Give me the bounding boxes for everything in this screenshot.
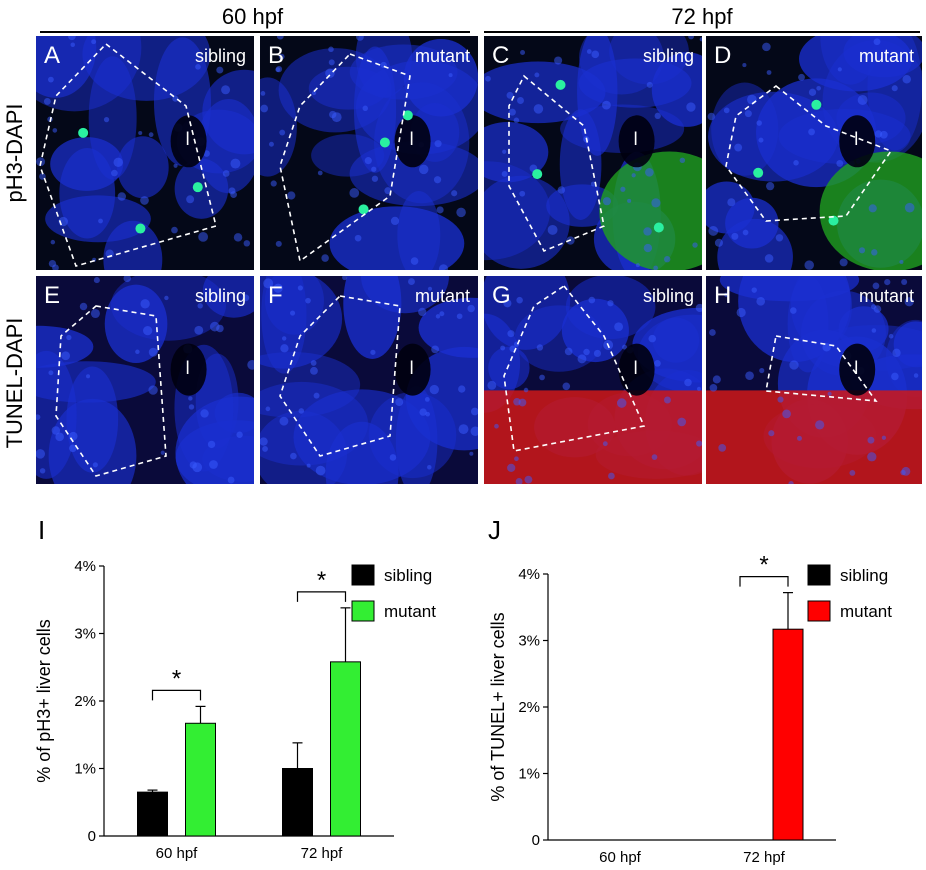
panel-letter: B (268, 42, 285, 69)
liver-outline (279, 295, 401, 457)
header-60hpf-line (40, 31, 470, 33)
y-tick-label: 1% (74, 761, 96, 778)
bar-sibling (282, 768, 313, 837)
panel-letter: D (714, 42, 732, 69)
legend-label: mutant (384, 602, 436, 621)
lumen-label: l (633, 129, 638, 150)
y-tick-label: 0 (532, 832, 540, 849)
x-tick-label: 60 hpf (156, 845, 199, 862)
lumen-label: l (854, 357, 859, 378)
micrograph-image (484, 276, 702, 484)
y-tick-label: 4% (518, 566, 540, 583)
lumen-label: l (185, 129, 190, 150)
panel-condition-label: mutant (858, 286, 914, 306)
micrograph-image (36, 36, 254, 270)
legend-label: sibling (840, 566, 888, 585)
y-tick-label: 0 (88, 828, 96, 845)
liver-outline (55, 305, 167, 477)
header-72hpf-line (484, 31, 920, 33)
micrograph-image (484, 36, 702, 270)
lumen-label: l (409, 357, 414, 378)
panel-letter: A (44, 42, 61, 69)
legend-swatch-sibling (807, 564, 831, 586)
chart-letter-I: I (38, 515, 46, 545)
x-tick-label: 60 hpf (599, 849, 642, 866)
panel-letter: H (714, 282, 732, 309)
bar-mutant (330, 661, 361, 837)
micrograph-image (260, 276, 478, 484)
legend-label: sibling (384, 566, 432, 585)
micrograph-image (706, 276, 922, 484)
bar-mutant (772, 628, 804, 841)
chart-tunel: 0 1% 2% 3% 4% % of TUNEL+ liver cells 60 hpf 72… (488, 552, 892, 866)
y-tick-label: 2% (518, 699, 540, 716)
significance-bracket (296, 591, 347, 602)
significance-bracket (151, 689, 202, 701)
bar-sibling (137, 791, 168, 837)
liver-outline (765, 335, 878, 402)
x-tick-label: 72 hpf (301, 845, 344, 862)
liver-outline (279, 53, 411, 263)
chart-letter-J: J (488, 515, 501, 545)
panel-condition-label: sibling (194, 46, 246, 66)
micrograph-image (260, 36, 478, 270)
y-tick-label: 3% (518, 633, 540, 650)
significance-marker: * (317, 567, 326, 594)
panel-letter: F (268, 282, 283, 309)
row-label-tunel: TUNEL-DAPI (2, 317, 27, 449)
micrograph-image (706, 36, 922, 270)
micrograph-image (36, 276, 254, 484)
significance-marker: * (759, 552, 768, 579)
lumen-label: l (409, 129, 414, 150)
header-60hpf: 60 hpf (221, 4, 284, 29)
panel-condition-label: sibling (194, 286, 246, 306)
y-axis-label: % of TUNEL+ liver cells (488, 612, 508, 801)
y-tick-label: 3% (74, 626, 96, 643)
lumen-label: l (185, 357, 190, 378)
lumen-label: l (854, 129, 859, 150)
panel-letter: E (44, 282, 61, 309)
liver-outline (725, 84, 893, 222)
panel-condition-label: mutant (858, 46, 914, 66)
lumen-label: l (633, 357, 638, 378)
legend-swatch-sibling (351, 564, 375, 586)
panel-letter: C (492, 42, 510, 69)
liver-outline (508, 74, 605, 253)
chart-ph3: 0 1% 2% 3% 4% % of pH3+ liver cells 60 hpf * 72 … (34, 558, 436, 862)
y-tick-label: 1% (518, 766, 540, 783)
panel-condition-label: mutant (414, 286, 470, 306)
bar-mutant (185, 722, 216, 837)
x-tick-label: 72 hpf (743, 849, 786, 866)
significance-marker: * (172, 665, 181, 692)
legend-swatch-mutant (351, 600, 375, 622)
liver-outline (503, 284, 646, 452)
panel-condition-label: mutant (414, 46, 470, 66)
y-tick-label: 2% (74, 693, 96, 710)
row-label-ph3: pH3-DAPI (2, 103, 27, 203)
legend-label: mutant (840, 602, 892, 621)
panel-letter: G (492, 282, 511, 309)
significance-bracket (739, 576, 789, 587)
header-72hpf: 72 hpf (671, 4, 733, 29)
panel-condition-label: sibling (642, 46, 694, 66)
y-axis-label: % of pH3+ liver cells (34, 619, 54, 783)
y-tick-label: 4% (74, 558, 96, 575)
liver-outline (39, 42, 217, 267)
panel-condition-label: sibling (642, 286, 694, 306)
legend-swatch-mutant (807, 600, 831, 622)
